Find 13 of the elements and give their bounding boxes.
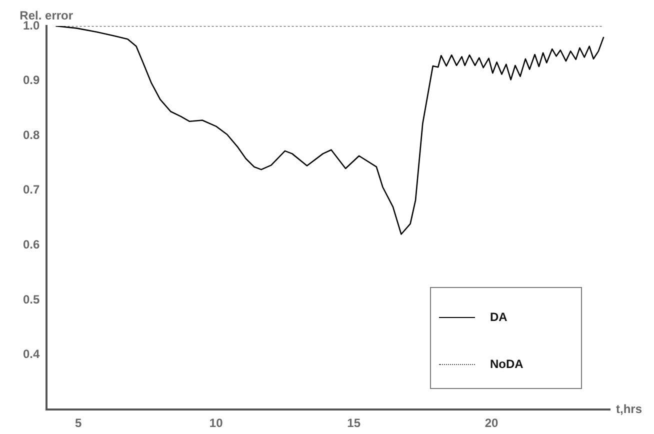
y-tick-label: 0.5 [22,292,40,306]
y-tick-label: 0.8 [22,128,40,142]
x-axis-title: t,hrs [616,402,642,416]
x-tick-label: 5 [75,416,82,430]
y-tick-label: 0.9 [22,73,40,88]
legend-label: NoDA [490,357,524,371]
y-tick-label: 0.7 [22,182,40,197]
y-tick-label: 0.4 [22,347,40,362]
y-tick-label: 0.6 [22,238,40,252]
x-tick-label: 10 [209,416,224,430]
x-tick-label: 20 [484,416,499,430]
x-tick-label: 15 [347,416,361,430]
legend-label: DA [490,310,508,324]
